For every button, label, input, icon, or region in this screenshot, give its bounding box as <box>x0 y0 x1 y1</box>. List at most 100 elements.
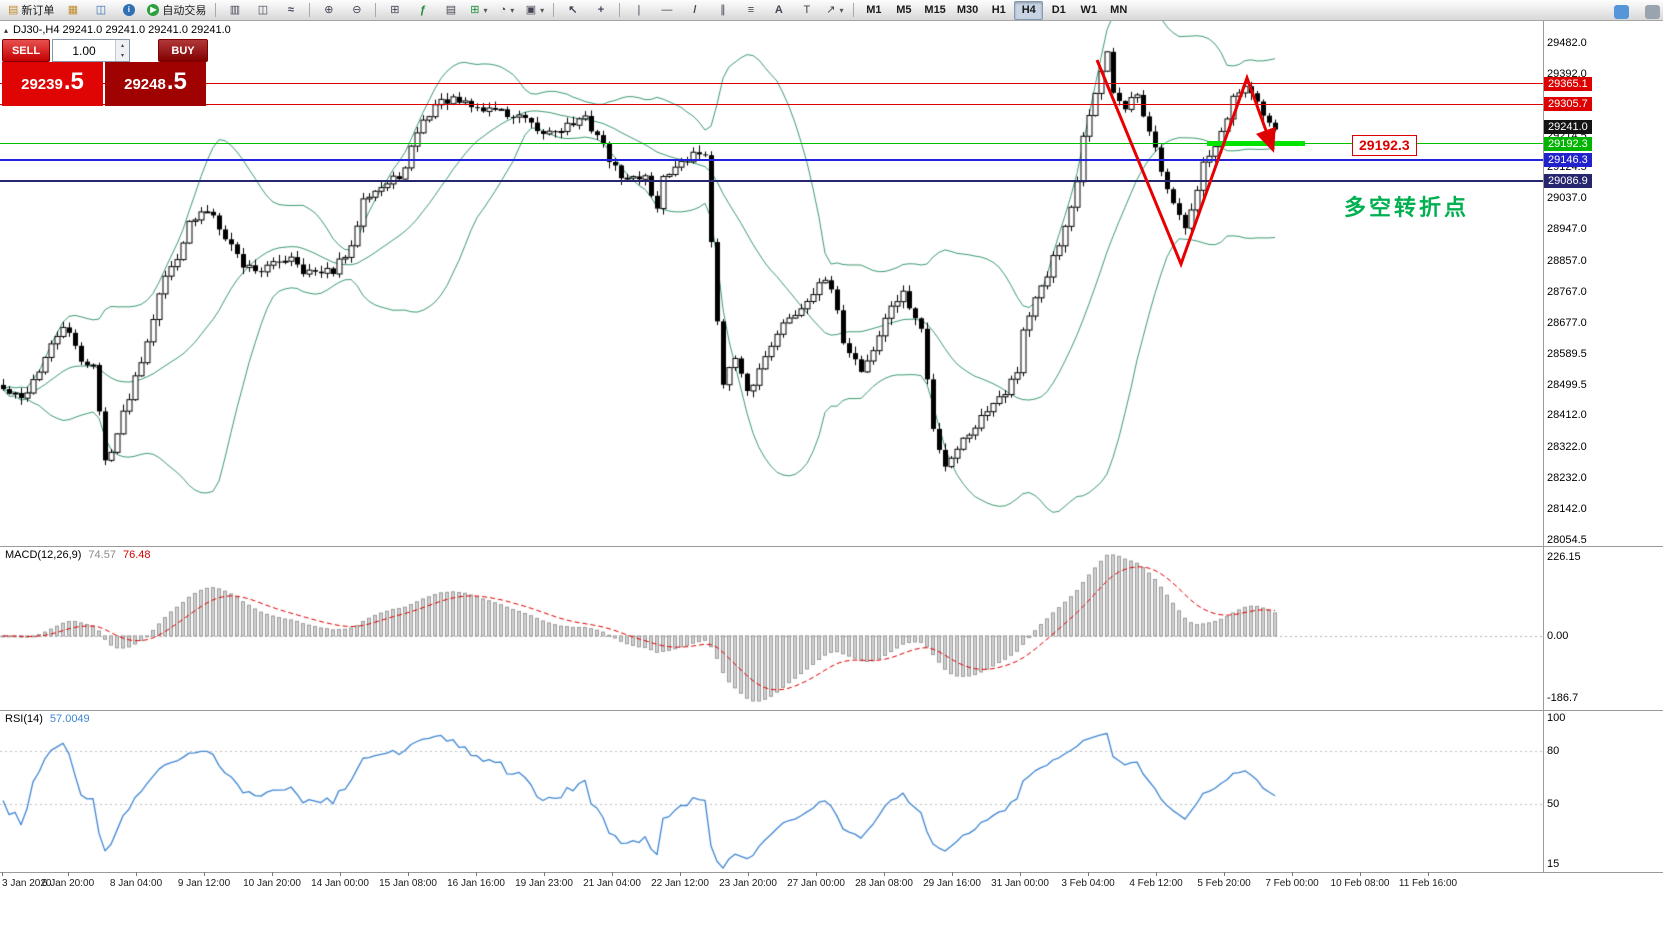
one-click-trading-panel: SELL ▴ ▾ BUY 29239 .5 29248 .5 <box>2 39 208 106</box>
time-axis-label: 29 Jan 16:00 <box>923 878 981 889</box>
tf-m15-button[interactable]: M15 <box>919 1 950 20</box>
new-chart-button[interactable]: ⊞ ▾ <box>465 1 492 20</box>
time-axis-tick <box>340 872 341 876</box>
toolbar-separator <box>309 3 311 17</box>
macd-canvas[interactable] <box>0 547 1543 709</box>
fibonacci-button[interactable]: ≡ <box>737 1 764 20</box>
price-chart-canvas[interactable] <box>0 20 1543 545</box>
vertical-line-button[interactable]: | <box>625 1 652 20</box>
time-axis-label: 5 Feb 20:00 <box>1197 878 1251 889</box>
zoom-out-icon: ⊖ <box>352 3 362 16</box>
main-toolbar: ▤ 新订单 ▦ ◫ i ▶ 自动交易 ▥ ◫ ≈ ⊕ ⊖ ⊞ ƒ ▤ ⊞ ▾ ◔ ▾ ▣ ▾ ↖ + | — / ∥ ≡ A T ↗ ▾ M1 M… <box>0 0 1663 21</box>
time-axis-tick <box>1224 872 1225 876</box>
time-axis-label: 14 Jan 00:00 <box>311 878 369 889</box>
rsi-level-mid: 50 <box>1547 798 1560 811</box>
macd-panel-separator[interactable] <box>0 546 1663 547</box>
price-axis-tick: 29482.0 <box>1547 36 1587 49</box>
collapse-panel-icon[interactable]: ▴ <box>4 25 9 35</box>
price-axis-tick: 28589.5 <box>1547 347 1587 360</box>
toolbar-separator <box>853 3 855 17</box>
time-axis-tick <box>1428 872 1429 876</box>
rsi-panel-separator[interactable] <box>0 710 1663 711</box>
autotrading-button-label: 自动交易 <box>162 5 207 17</box>
text-label-button[interactable]: T <box>793 1 820 20</box>
toolbar-separator <box>215 3 217 17</box>
time-axis-label: 3 Jan 2020 <box>2 878 52 889</box>
navigator-icon: ▤ <box>445 3 457 16</box>
tf-w1-button[interactable]: W1 <box>1074 1 1103 20</box>
indicators-list-button[interactable]: ƒ <box>409 1 436 20</box>
trendline-button[interactable]: / <box>681 1 708 20</box>
horizontal-line-button[interactable]: — <box>653 1 680 20</box>
pivot-price-label[interactable]: 29192.3 <box>1352 135 1417 156</box>
time-axis-tick <box>816 872 817 876</box>
volume-control: ▴ ▾ <box>52 39 130 62</box>
volume-input[interactable] <box>53 40 115 61</box>
time-axis-separator <box>0 872 1663 873</box>
volume-up-icon[interactable]: ▴ <box>116 40 129 51</box>
blue-chart-icon: ◫ <box>95 3 107 16</box>
time-axis-label: 10 Jan 20:00 <box>243 878 301 889</box>
chat-button[interactable] <box>1608 2 1635 21</box>
zoom-out-button[interactable]: ⊖ <box>343 1 370 20</box>
price-axis-tick: 28677.0 <box>1547 317 1587 330</box>
bar-chart-button[interactable]: ▥ <box>221 1 248 20</box>
turning-point-annotation[interactable]: 多空转折点 <box>1344 195 1470 220</box>
new-order-button[interactable]: ▤ 新订单 <box>4 1 58 20</box>
time-axis-label: 15 Jan 08:00 <box>379 878 437 889</box>
line-chart-button[interactable]: ≈ <box>277 1 304 20</box>
price-axis-tick: 29037.0 <box>1547 191 1587 204</box>
time-axis-tick <box>68 872 69 876</box>
resistance-line-upper[interactable] <box>0 83 1543 84</box>
tf-h4-button[interactable]: H4 <box>1014 0 1044 20</box>
chart-list-button[interactable]: ▦ <box>59 1 86 20</box>
resistance-line-lower[interactable] <box>0 104 1543 105</box>
dropdown-arrow-icon: ▾ <box>839 5 844 15</box>
sell-button[interactable]: SELL <box>2 39 50 62</box>
zoom-in-button[interactable]: ⊕ <box>315 1 342 20</box>
text-icon: A <box>774 3 783 16</box>
volume-spinner: ▴ ▾ <box>115 40 129 61</box>
periods-button[interactable]: ◔ ▾ <box>493 1 520 20</box>
toolbar-separator <box>553 3 555 17</box>
tf-mn-button[interactable]: MN <box>1104 1 1133 20</box>
info-button[interactable]: i <box>115 1 142 20</box>
objects-list-button[interactable]: ▤ <box>437 1 464 20</box>
buy-button[interactable]: BUY <box>158 39 208 62</box>
cursor-button[interactable]: ↖ <box>559 1 586 20</box>
tf-h1-button[interactable]: H1 <box>984 1 1013 20</box>
tf-m30-button[interactable]: M30 <box>952 1 983 20</box>
candlestick-icon: ◫ <box>257 3 269 16</box>
pivot-line[interactable] <box>0 143 1543 144</box>
equidistant-channel-button[interactable]: ∥ <box>709 1 736 20</box>
rsi-canvas[interactable] <box>0 711 1543 871</box>
templates-button[interactable]: ▣ ▾ <box>521 1 548 20</box>
tf-m1-button[interactable]: M1 <box>859 1 888 20</box>
tf-w1-button-label: W1 <box>1080 4 1097 16</box>
time-axis-label: 3 Feb 04:00 <box>1061 878 1115 889</box>
indicators-icon: ƒ <box>419 3 426 16</box>
crosshair-icon: + <box>597 3 605 16</box>
cursor-icon: ↖ <box>568 3 578 16</box>
price-axis-tick: 28142.0 <box>1547 503 1587 516</box>
support-line-navy[interactable] <box>0 180 1543 182</box>
tf-m5-button-label: M5 <box>896 4 912 16</box>
volume-down-icon[interactable]: ▾ <box>116 50 129 61</box>
tile-windows-button[interactable]: ⊞ <box>381 1 408 20</box>
support-line-blue[interactable] <box>0 159 1543 161</box>
arrows-button[interactable]: ↗ ▾ <box>821 1 848 20</box>
news-button[interactable] <box>1639 2 1663 21</box>
tf-d1-button[interactable]: D1 <box>1044 1 1073 20</box>
text-button[interactable]: A <box>765 1 792 20</box>
price-badge-resistance-upper: 29365.1 <box>1544 76 1592 91</box>
candlestick-button[interactable]: ◫ <box>249 1 276 20</box>
time-axis-tick <box>612 872 613 876</box>
autotrading-button[interactable]: ▶ 自动交易 <box>143 1 210 20</box>
chart-window[interactable]: ▴ DJ30-,H4 29241.0 29241.0 29241.0 29241… <box>0 20 1663 944</box>
crosshair-button[interactable]: + <box>587 1 614 20</box>
tick-chart-button[interactable]: ◫ <box>87 1 114 20</box>
tf-m30-button-label: M30 <box>956 4 979 16</box>
pivot-highlight-segment[interactable] <box>1207 141 1305 146</box>
time-axis-tick <box>1292 872 1293 876</box>
tf-m5-button[interactable]: M5 <box>889 1 918 20</box>
